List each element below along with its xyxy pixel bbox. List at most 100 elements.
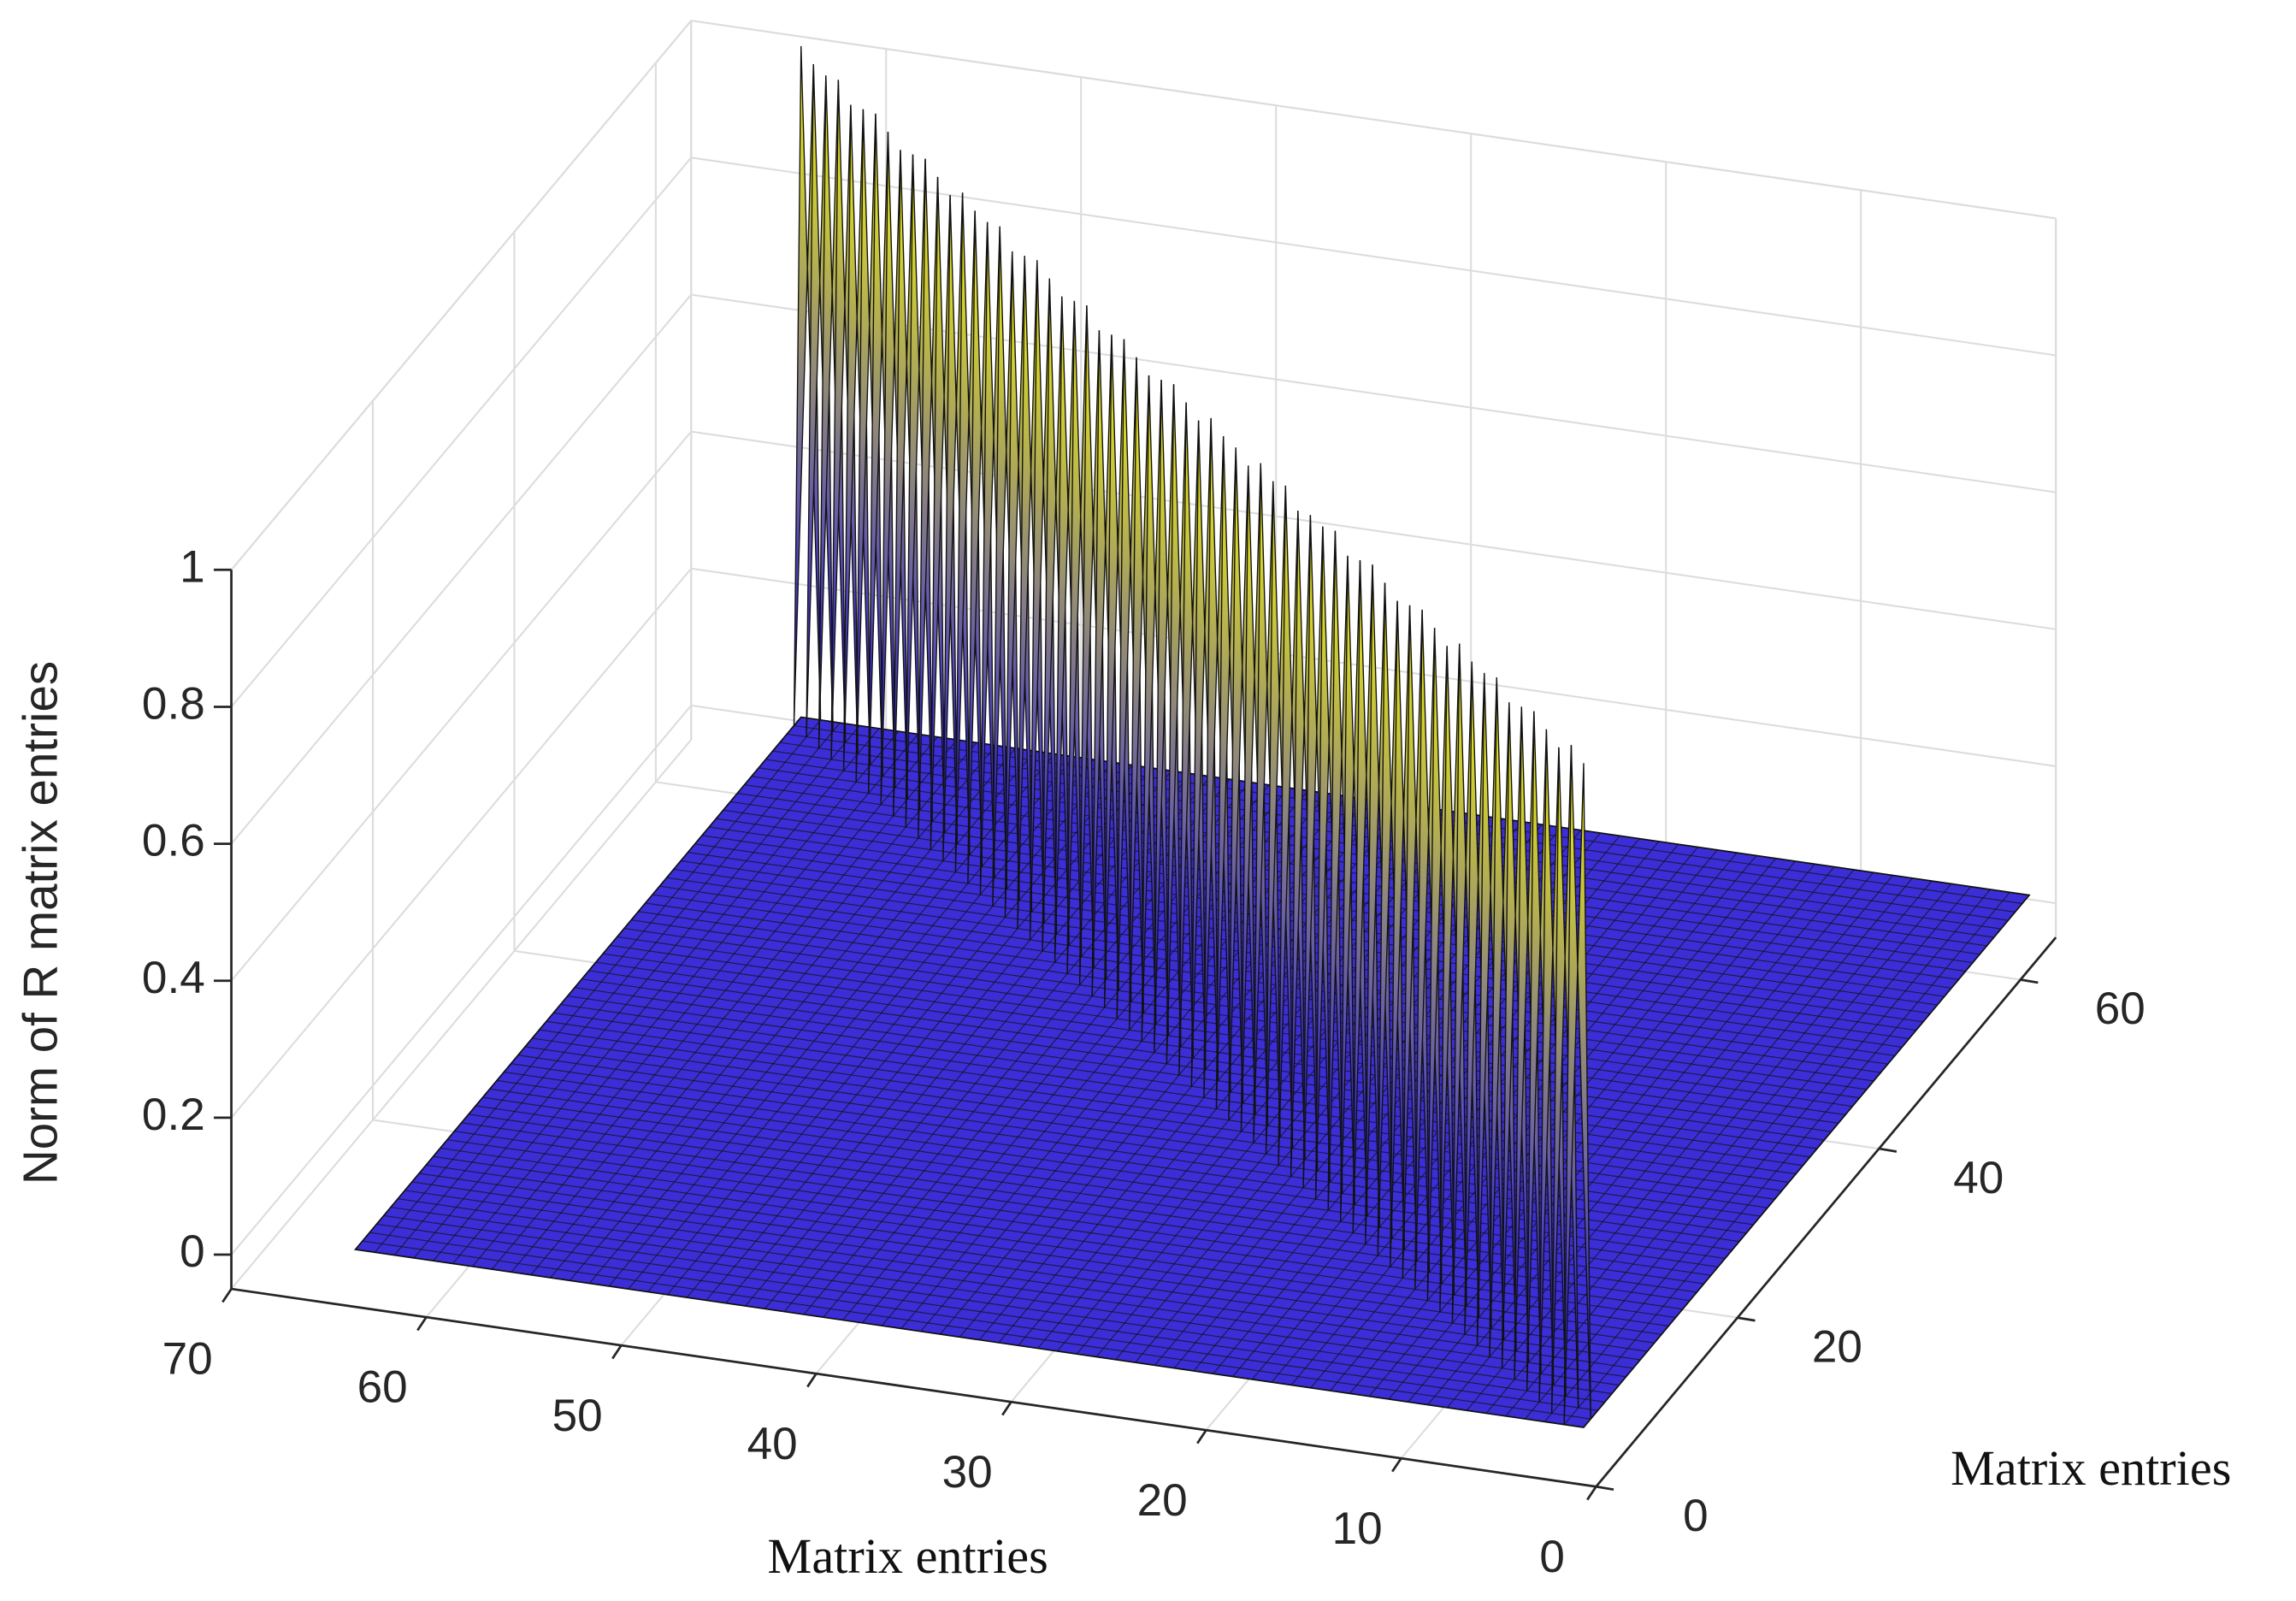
- x-tick: [416, 1316, 428, 1332]
- mesh-line: [553, 1012, 1782, 1191]
- grid-line: [691, 430, 2057, 630]
- mesh-line: [1485, 880, 1933, 1414]
- wall-edge: [691, 20, 2057, 220]
- y-tick: [2020, 978, 2039, 984]
- mesh-line: [569, 747, 1017, 1281]
- mesh-line: [608, 753, 1055, 1287]
- mesh-line: [1408, 869, 1855, 1403]
- x-tick-label: 50: [552, 1391, 603, 1441]
- mesh-line: [530, 741, 977, 1276]
- x-tick: [221, 1288, 233, 1303]
- mesh-line: [1563, 891, 2010, 1426]
- x-tick: [1586, 1486, 1597, 1501]
- grid-line: [691, 157, 2057, 357]
- ridge-face: [1563, 745, 1591, 1425]
- z-tick-label: 1: [180, 541, 205, 592]
- mesh-line: [393, 722, 841, 1255]
- mesh-line: [1330, 858, 1777, 1391]
- mesh-line: [496, 1079, 1726, 1260]
- mesh-line: [413, 725, 860, 1259]
- mesh-line: [491, 736, 938, 1270]
- mesh-line: [666, 762, 1114, 1296]
- x-tick: [806, 1373, 817, 1388]
- y-axis-label: Matrix entries: [1951, 1440, 2231, 1496]
- x-tick-label: 60: [357, 1362, 408, 1413]
- x-tick: [1001, 1401, 1012, 1416]
- z-tick-label: 0: [180, 1226, 205, 1277]
- mesh-line: [1505, 883, 1952, 1417]
- mesh-line: [376, 1223, 1605, 1403]
- y-tick-label: 0: [1683, 1491, 1709, 1541]
- x-tick-label: 10: [1332, 1504, 1383, 1554]
- wall-edge: [230, 20, 693, 570]
- grid-line: [691, 293, 2057, 493]
- mesh-line: [1543, 889, 1991, 1422]
- mesh-line: [581, 978, 1810, 1158]
- mesh-line: [447, 1138, 1676, 1319]
- mesh-line: [623, 927, 1853, 1108]
- mesh-line: [1583, 895, 2030, 1428]
- y-tick: [1737, 1316, 1756, 1322]
- mesh-line: [705, 767, 1153, 1301]
- z-axis-label: Norm of R matrix entries: [13, 661, 67, 1185]
- mesh-line: [418, 1173, 1648, 1352]
- y-tick-label: 40: [1953, 1153, 2004, 1203]
- mesh-line: [628, 756, 1075, 1290]
- mesh-line: [461, 1122, 1691, 1302]
- mesh-line: [1525, 886, 1972, 1420]
- z-tick-label: 0.2: [142, 1090, 205, 1140]
- x-tick-label: 20: [1137, 1475, 1188, 1526]
- mesh-line: [362, 1240, 1591, 1420]
- x-tick-label: 70: [162, 1334, 213, 1385]
- mesh-line: [1446, 875, 1893, 1409]
- grid-line: [230, 157, 693, 708]
- mesh-line: [1388, 866, 1835, 1400]
- z-tick-label: 0.4: [142, 953, 205, 1003]
- x-tick: [1391, 1457, 1402, 1473]
- mesh-line: [374, 719, 822, 1253]
- mesh-line: [920, 798, 1367, 1332]
- z-tick-label: 0.6: [142, 816, 205, 866]
- mesh-line: [369, 1232, 1598, 1411]
- mesh-line: [1018, 812, 1465, 1346]
- mesh-line: [511, 739, 958, 1273]
- x-tick: [611, 1344, 623, 1360]
- mesh-line: [574, 987, 1803, 1167]
- x-tick-label: 30: [942, 1447, 993, 1498]
- y-tick-label: 20: [1812, 1321, 1862, 1372]
- mesh-line: [383, 1214, 1613, 1395]
- mesh-line: [1368, 863, 1815, 1397]
- mesh-line: [433, 1155, 1662, 1335]
- mesh-line: [440, 1147, 1669, 1327]
- mesh-line: [764, 776, 1212, 1309]
- mesh-line: [355, 1249, 1585, 1428]
- mesh-line: [716, 818, 1945, 997]
- mesh-line: [550, 745, 997, 1279]
- grid-line: [230, 430, 693, 982]
- grid-line: [230, 739, 693, 1290]
- mesh-line: [725, 770, 1172, 1304]
- mesh-line: [511, 1063, 1740, 1243]
- mesh-line: [567, 995, 1797, 1175]
- surface: [353, 45, 2031, 1428]
- y-tick: [1596, 1485, 1614, 1492]
- x-axis: [231, 1287, 1597, 1488]
- mesh-line: [452, 730, 900, 1264]
- mesh-line: [610, 944, 1839, 1124]
- axes: 0 10 20 30 40 50 60 70 0 20 40 60 0 0.2 0.4 0.6 0.8 1: [142, 541, 2145, 1582]
- mesh-line: [588, 750, 1036, 1284]
- x-tick-label: 0: [1539, 1532, 1565, 1582]
- mesh-line: [645, 902, 1874, 1082]
- x-axis-label: Matrix entries: [768, 1528, 1048, 1584]
- mesh-line: [588, 970, 1818, 1149]
- mesh-line: [659, 885, 1888, 1065]
- mesh-line: [355, 717, 802, 1250]
- z-tick-label: 0.8: [142, 678, 205, 729]
- y-tick: [1879, 1147, 1898, 1153]
- mesh-line: [631, 919, 1860, 1099]
- mesh-line: [404, 1190, 1633, 1369]
- mesh-line: [701, 835, 1931, 1014]
- x-tick: [1196, 1429, 1207, 1444]
- mesh-line: [471, 734, 919, 1267]
